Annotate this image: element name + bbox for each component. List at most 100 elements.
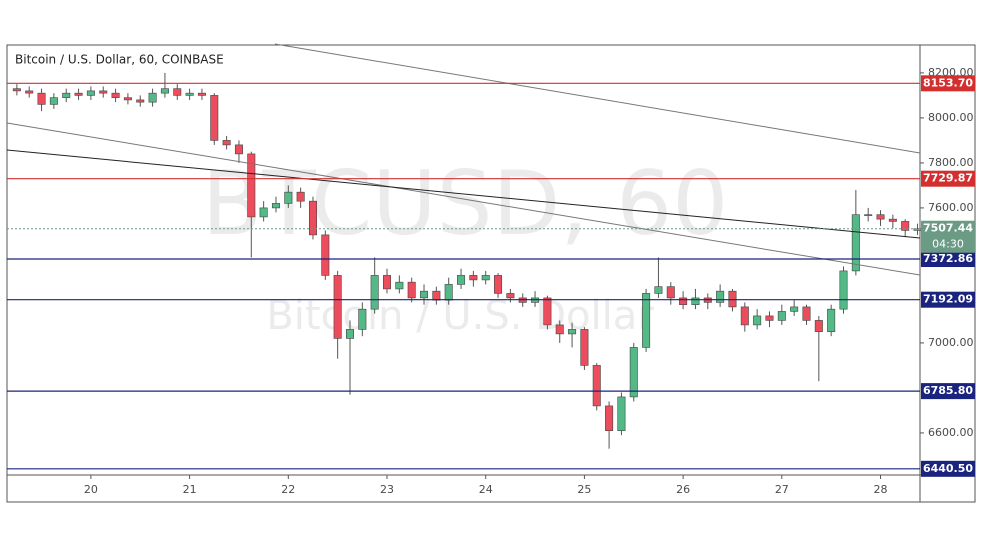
candle-body	[506, 293, 515, 299]
level-label-box	[921, 383, 975, 400]
candle-body	[568, 329, 577, 335]
x-tick-label: 24	[479, 483, 493, 496]
candle-body	[136, 99, 145, 103]
candle-body	[395, 281, 404, 290]
x-tick-label: 28	[874, 483, 888, 496]
candle-body	[123, 97, 132, 101]
candle-body	[383, 275, 392, 290]
candle-body	[259, 207, 268, 218]
candle-body	[197, 92, 206, 96]
x-tick-label: 21	[183, 483, 197, 496]
candle-body	[740, 306, 749, 326]
candle-body	[308, 200, 317, 236]
candle-body	[210, 95, 219, 141]
candle-body	[901, 221, 910, 231]
candle-body	[160, 88, 169, 94]
level-label-box	[921, 460, 975, 477]
candle-body	[543, 297, 552, 326]
y-tick-label: 8000.00	[928, 111, 974, 124]
candle-body	[494, 275, 503, 294]
candle-body	[666, 286, 675, 299]
candle-body	[765, 315, 774, 321]
candle-body	[407, 281, 416, 299]
candle-body	[111, 92, 120, 98]
candle-body	[691, 297, 700, 305]
candle-body	[753, 315, 762, 326]
candle-body	[580, 329, 589, 366]
candle-body	[777, 311, 786, 321]
candle-body	[876, 214, 885, 220]
candle-body	[814, 320, 823, 332]
candle-body	[629, 347, 638, 398]
candle-body	[432, 290, 441, 301]
candle-body	[420, 290, 429, 299]
candle-body	[370, 275, 379, 310]
candle-body	[49, 97, 58, 105]
trend-line	[6, 122, 921, 276]
candle-body	[12, 88, 21, 92]
candle-body	[247, 153, 256, 218]
chart-title: Bitcoin / U.S. Dollar, 60, COINBASE	[15, 53, 224, 67]
candle-body	[555, 324, 564, 335]
level-label-box	[921, 251, 975, 268]
candle-body	[321, 234, 330, 276]
candle-body	[358, 308, 367, 330]
candle-body	[728, 290, 737, 308]
candle-body	[469, 275, 478, 281]
candle-body	[592, 365, 601, 407]
y-tick-label: 6600.00	[928, 426, 974, 439]
x-tick-label: 26	[676, 483, 690, 496]
y-tick-label: 7600.00	[928, 201, 974, 214]
level-label-box	[921, 170, 975, 187]
candle-body	[481, 275, 490, 281]
last-price-label: 7507.44	[923, 222, 973, 235]
level-label: 7192.09	[923, 293, 973, 306]
candle-body	[617, 396, 626, 431]
candle-body	[86, 90, 95, 96]
candle-body	[913, 228, 922, 231]
level-label: 7372.86	[923, 252, 973, 265]
level-label-box	[921, 75, 975, 92]
candle-body	[173, 88, 182, 96]
candle-body	[827, 308, 836, 332]
x-tick-label: 25	[577, 483, 591, 496]
candle-body	[457, 275, 466, 285]
candle-body	[790, 306, 799, 312]
candle-body	[345, 329, 354, 339]
x-tick-label: 23	[380, 483, 394, 496]
candle-body	[839, 270, 848, 310]
x-tick-label: 20	[84, 483, 98, 496]
level-label: 6785.80	[923, 384, 973, 397]
watermark-subtitle: Bitcoin / U.S. Dollar	[266, 293, 654, 339]
candle-body	[74, 92, 83, 96]
candle-body	[62, 92, 71, 98]
candle-body	[444, 284, 453, 301]
candle-body	[642, 293, 651, 348]
last-price-box	[921, 220, 975, 253]
candle-body	[148, 92, 157, 103]
candle-body	[284, 191, 293, 204]
level-label: 7729.87	[923, 172, 973, 185]
y-tick-label: 7800.00	[928, 156, 974, 169]
candle-body	[888, 218, 897, 222]
candle-body	[185, 92, 194, 96]
level-label: 8153.70	[923, 76, 973, 89]
countdown-label: 04:30	[932, 238, 964, 251]
candle-body	[234, 144, 243, 155]
trend-line	[6, 149, 921, 239]
trend-line	[274, 43, 921, 154]
candle-body	[679, 297, 688, 305]
candle-body	[296, 191, 305, 202]
candle-body	[716, 290, 725, 303]
x-tick-label: 22	[281, 483, 295, 496]
candle-body	[851, 214, 860, 272]
candle-body	[271, 203, 280, 209]
candle-body	[222, 140, 231, 146]
candle-body	[802, 306, 811, 321]
candle-body	[654, 286, 663, 294]
level-label-box	[921, 291, 975, 308]
candle-body	[37, 92, 46, 105]
level-label: 6440.50	[923, 462, 973, 475]
